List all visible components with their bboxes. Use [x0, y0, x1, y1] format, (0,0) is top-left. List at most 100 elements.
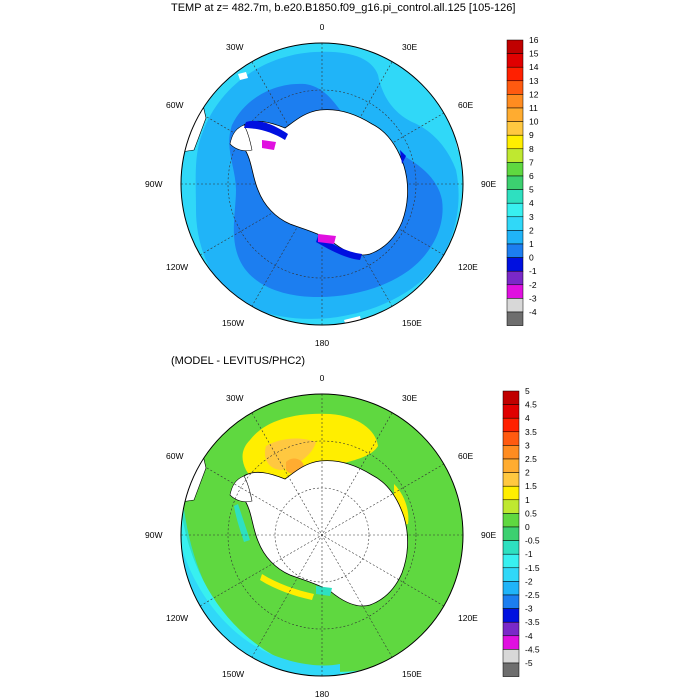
colorbar-tick-label: 3 — [529, 212, 534, 222]
colorbar-tick-label: -2 — [529, 280, 537, 290]
lon-label: 150W — [222, 318, 244, 328]
lon-label: 180 — [315, 338, 329, 348]
lon-label: 60E — [458, 100, 473, 110]
colorbar-swatch — [506, 39, 524, 54]
colorbar-swatch — [502, 526, 520, 541]
colorbar-swatch — [506, 162, 524, 177]
lon-label: 60W — [166, 451, 183, 461]
lon-label: 90E — [481, 179, 496, 189]
colorbar-swatch — [506, 175, 524, 190]
colorbar-tick-label: 4 — [529, 198, 534, 208]
colorbar-swatch — [502, 635, 520, 650]
colorbar-tick-label: 0 — [529, 253, 534, 263]
colorbar-tick-label: -2 — [525, 576, 533, 586]
colorbar-tick-label: -3 — [525, 604, 533, 614]
colorbar-swatch — [502, 445, 520, 460]
panel2-colorbar: 5 4.5 4 3.5 3 2.5 2 1.5 1 0.5 0 -0.5 -1 -1.5 -2 -2.5 -3 -… — [502, 386, 540, 677]
lon-label: 0 — [320, 373, 325, 383]
colorbar-tick-label: -1 — [529, 266, 537, 276]
colorbar-tick-label: -3.5 — [525, 617, 540, 627]
colorbar-swatch — [502, 608, 520, 623]
lon-label: 30E — [402, 42, 417, 52]
colorbar-tick-label: 13 — [529, 76, 539, 86]
lon-label: 30W — [226, 42, 243, 52]
lon-label: 180 — [315, 689, 329, 699]
colorbar-swatch — [506, 298, 524, 313]
colorbar-tick-label: 14 — [529, 62, 539, 72]
colorbar-swatch — [506, 284, 524, 299]
colorbar-tick-label: 11 — [529, 103, 538, 113]
colorbar-swatch — [502, 472, 520, 487]
colorbar-tick-label: 4 — [525, 413, 530, 423]
lon-label: 30E — [402, 393, 417, 403]
colorbar-tick-label: 5 — [525, 386, 530, 396]
colorbar-tick-label: 1 — [529, 239, 534, 249]
colorbar-swatch — [506, 230, 524, 245]
colorbar-tick-label: -1.5 — [525, 563, 540, 573]
colorbar-swatch — [506, 202, 524, 218]
panel2-longitude-labels: 0 30E 60E 90E 120E 150E 180 150W 120W 90… — [145, 373, 496, 699]
colorbar-swatch — [502, 581, 520, 596]
colorbar-tick-label: 3 — [525, 440, 530, 450]
colorbar-tick-label: -1 — [525, 549, 533, 559]
colorbar-swatch — [502, 390, 520, 405]
panel2-ocean-field — [181, 394, 463, 676]
colorbar-swatch — [502, 458, 520, 473]
colorbar-tick-label: 2 — [525, 468, 530, 478]
lon-label: 150W — [222, 669, 244, 679]
colorbar-tick-label: -2.5 — [525, 590, 540, 600]
colorbar-swatch — [506, 121, 524, 136]
colorbar-tick-label: 16 — [529, 35, 539, 45]
colorbar-swatch — [506, 107, 524, 122]
colorbar-tick-label: -5 — [525, 658, 533, 668]
lon-label: 60W — [166, 100, 183, 110]
colorbar-swatch — [506, 270, 524, 286]
lon-label: 30W — [226, 393, 243, 403]
colorbar-swatch — [502, 513, 520, 528]
colorbar-swatch — [502, 540, 520, 555]
colorbar-swatch — [502, 404, 520, 419]
colorbar-swatch — [506, 243, 524, 258]
colorbar-swatch — [502, 417, 520, 433]
colorbar-tick-label: -4.5 — [525, 644, 540, 654]
colorbar-swatch — [502, 431, 520, 446]
colorbar-swatch — [502, 662, 520, 677]
colorbar-tick-label: 3.5 — [525, 427, 537, 437]
colorbar-tick-label: 1.5 — [525, 481, 537, 491]
panel1-map: 0 30E 60E 90E 120E 150E 180 150W 120W 90… — [145, 22, 539, 348]
colorbar-swatch — [502, 649, 520, 664]
colorbar-swatch — [506, 216, 524, 231]
panel1-title: TEMP at z= 482.7m, b.e20.B1850.f09_g16.p… — [171, 2, 516, 14]
panel1-longitude-labels: 0 30E 60E 90E 120E 150E 180 150W 120W 90… — [145, 22, 496, 348]
colorbar-tick-label: 0.5 — [525, 508, 537, 518]
colorbar-tick-label: 0 — [525, 522, 530, 532]
lon-label: 90E — [481, 530, 496, 540]
colorbar-tick-label: 5 — [529, 185, 534, 195]
colorbar-tick-label: 4.5 — [525, 400, 537, 410]
colorbar-tick-label: 7 — [529, 157, 534, 167]
colorbar-swatch — [502, 485, 520, 501]
colorbar-swatch — [502, 499, 520, 514]
colorbar-tick-label: -0.5 — [525, 536, 540, 546]
colorbar-swatch — [506, 148, 524, 163]
colorbar-tick-label: 15 — [529, 49, 539, 59]
lon-label: 120E — [458, 613, 478, 623]
lon-label: 120W — [166, 613, 188, 623]
colorbar-swatch — [506, 257, 524, 272]
colorbar-swatch — [506, 311, 524, 326]
colorbar-tick-label: 9 — [529, 130, 534, 140]
colorbar-swatch — [506, 134, 524, 150]
colorbar-tick-label: -4 — [529, 307, 537, 317]
colorbar-swatch — [506, 189, 524, 204]
lon-label: 90W — [145, 530, 162, 540]
colorbar-tick-label: 12 — [529, 89, 539, 99]
panel2-title: (MODEL - LEVITUS/PHC2) — [171, 355, 306, 367]
lon-label: 150E — [402, 318, 422, 328]
colorbar-tick-label: 2.5 — [525, 454, 537, 464]
colorbar-swatch — [506, 94, 524, 109]
colorbar-swatch — [506, 53, 524, 68]
colorbar-tick-label: -4 — [525, 631, 533, 641]
colorbar-swatch — [506, 66, 524, 82]
panel2-map: 0 30E 60E 90E 120E 150E 180 150W 120W 90… — [145, 373, 540, 699]
